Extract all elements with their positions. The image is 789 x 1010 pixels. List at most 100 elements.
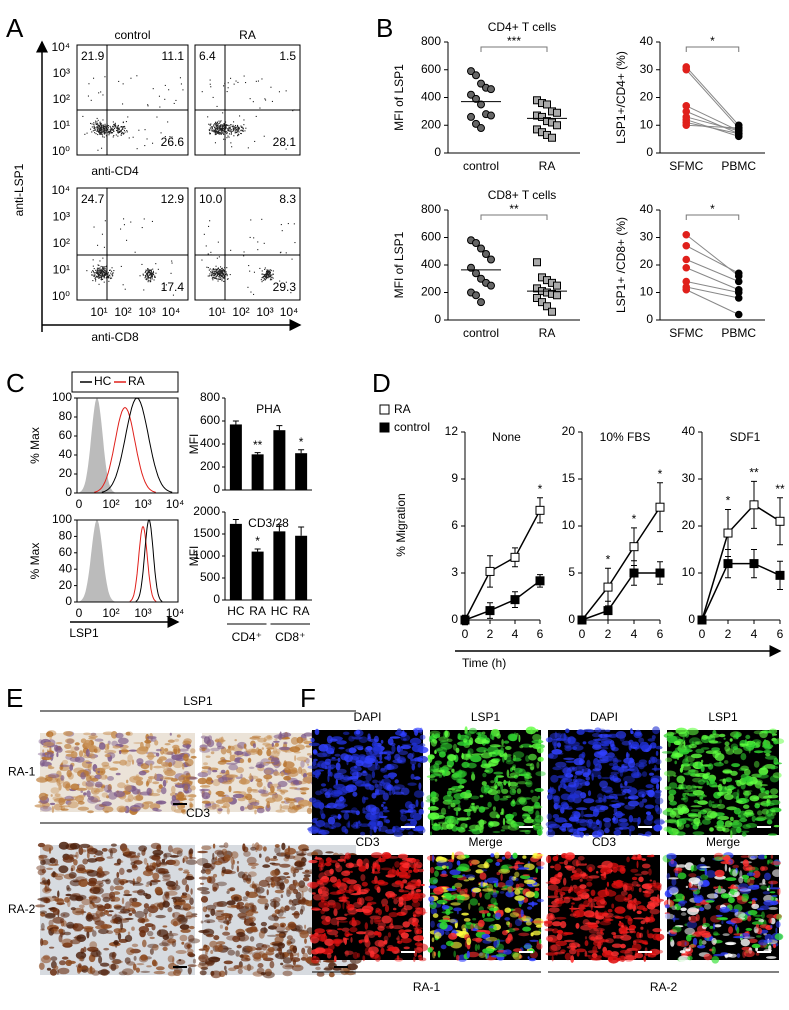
tissue-texture xyxy=(173,921,178,927)
tissue-texture xyxy=(604,821,611,828)
tissue-texture xyxy=(328,746,335,752)
tissue-texture xyxy=(216,941,225,945)
tissue-texture xyxy=(771,767,776,769)
tissue-texture xyxy=(412,764,416,771)
event-dot xyxy=(219,256,220,257)
tissue-texture xyxy=(131,927,135,931)
tissue-texture xyxy=(536,762,539,769)
tissue-texture xyxy=(259,931,265,939)
tissue-texture xyxy=(62,760,68,765)
event-dot xyxy=(101,266,102,267)
tissue-texture xyxy=(178,868,183,871)
isotype-histogram xyxy=(79,520,115,602)
tissue-texture xyxy=(571,834,573,836)
event-dot xyxy=(113,136,114,137)
tissue-texture xyxy=(773,740,778,745)
tissue-texture xyxy=(745,810,754,815)
tissue-texture xyxy=(695,766,703,768)
tissue-texture xyxy=(87,810,94,813)
tissue-texture xyxy=(129,750,138,752)
event-dot xyxy=(98,264,99,265)
tissue-texture xyxy=(418,763,421,768)
tissue-texture xyxy=(709,781,717,787)
event-dot xyxy=(221,134,222,135)
tissue-texture xyxy=(740,766,749,771)
tissue-texture xyxy=(383,802,386,804)
tissue-texture xyxy=(230,751,232,755)
event-dot xyxy=(90,129,91,130)
event-dot xyxy=(107,276,108,277)
event-dot xyxy=(94,275,95,276)
tissue-texture xyxy=(771,809,775,812)
tissue-texture xyxy=(174,783,183,785)
tissue-texture xyxy=(669,789,677,795)
tissue-texture xyxy=(372,771,375,779)
event-dot xyxy=(221,275,222,276)
event-dot xyxy=(262,274,263,275)
tissue-texture xyxy=(557,742,561,747)
event-dot xyxy=(223,125,224,126)
event-dot xyxy=(220,274,221,275)
event-dot xyxy=(110,127,111,128)
tissue-texture xyxy=(160,776,170,780)
tissue-texture xyxy=(561,828,566,831)
series-line xyxy=(702,505,780,620)
tissue-texture xyxy=(267,889,269,895)
significance-label: * xyxy=(710,34,715,48)
event-dot xyxy=(181,83,182,84)
event-dot xyxy=(262,277,263,278)
tissue-texture xyxy=(338,815,342,819)
tissue-texture xyxy=(207,921,210,924)
tissue-texture xyxy=(133,777,143,781)
tissue-texture xyxy=(407,753,413,759)
event-dot xyxy=(217,258,218,259)
event-dot xyxy=(110,278,111,279)
tissue-texture xyxy=(105,879,111,885)
tissue-texture xyxy=(40,938,43,946)
tissue-texture xyxy=(207,777,213,781)
tissue-texture xyxy=(528,754,537,761)
event-dot xyxy=(216,128,217,129)
event-dot xyxy=(210,86,211,87)
tissue-texture xyxy=(117,806,127,813)
tissue-texture xyxy=(102,792,108,797)
event-dot xyxy=(212,126,213,127)
event-dot xyxy=(218,133,219,134)
tissue-texture xyxy=(525,772,530,775)
tissue-texture xyxy=(66,885,70,890)
data-point xyxy=(461,616,469,624)
event-dot xyxy=(126,240,127,241)
tissue-texture xyxy=(760,784,768,786)
tissue-texture xyxy=(80,791,83,793)
tissue-texture xyxy=(451,769,454,773)
tissue-texture xyxy=(150,763,153,770)
tissue-texture xyxy=(598,775,602,779)
tissue-texture xyxy=(136,747,148,754)
tissue-texture xyxy=(249,903,254,906)
tissue-texture xyxy=(464,798,469,800)
tissue-texture xyxy=(64,799,76,801)
tissue-texture xyxy=(276,931,288,933)
event-dot xyxy=(91,274,92,275)
tissue-texture xyxy=(252,736,261,738)
tissue-texture xyxy=(213,874,217,878)
y-tick-label: 20 xyxy=(682,518,696,532)
event-dot xyxy=(249,271,250,272)
tissue-texture xyxy=(83,733,91,736)
tissue-texture xyxy=(330,772,333,777)
event-dot xyxy=(113,126,114,127)
event-dot xyxy=(94,126,95,127)
tissue-texture xyxy=(139,771,147,776)
tissue-texture xyxy=(431,739,437,747)
tissue-texture xyxy=(243,965,253,970)
tissue-texture xyxy=(375,815,379,819)
tissue-texture xyxy=(493,772,503,775)
tissue-texture xyxy=(125,957,131,964)
tissue-texture xyxy=(610,740,615,747)
tissue-texture xyxy=(226,774,238,777)
tissue-texture xyxy=(146,965,152,967)
tissue-texture xyxy=(95,768,106,772)
tissue-texture xyxy=(763,803,775,807)
tissue-texture xyxy=(283,776,291,781)
tissue-texture xyxy=(279,790,288,793)
